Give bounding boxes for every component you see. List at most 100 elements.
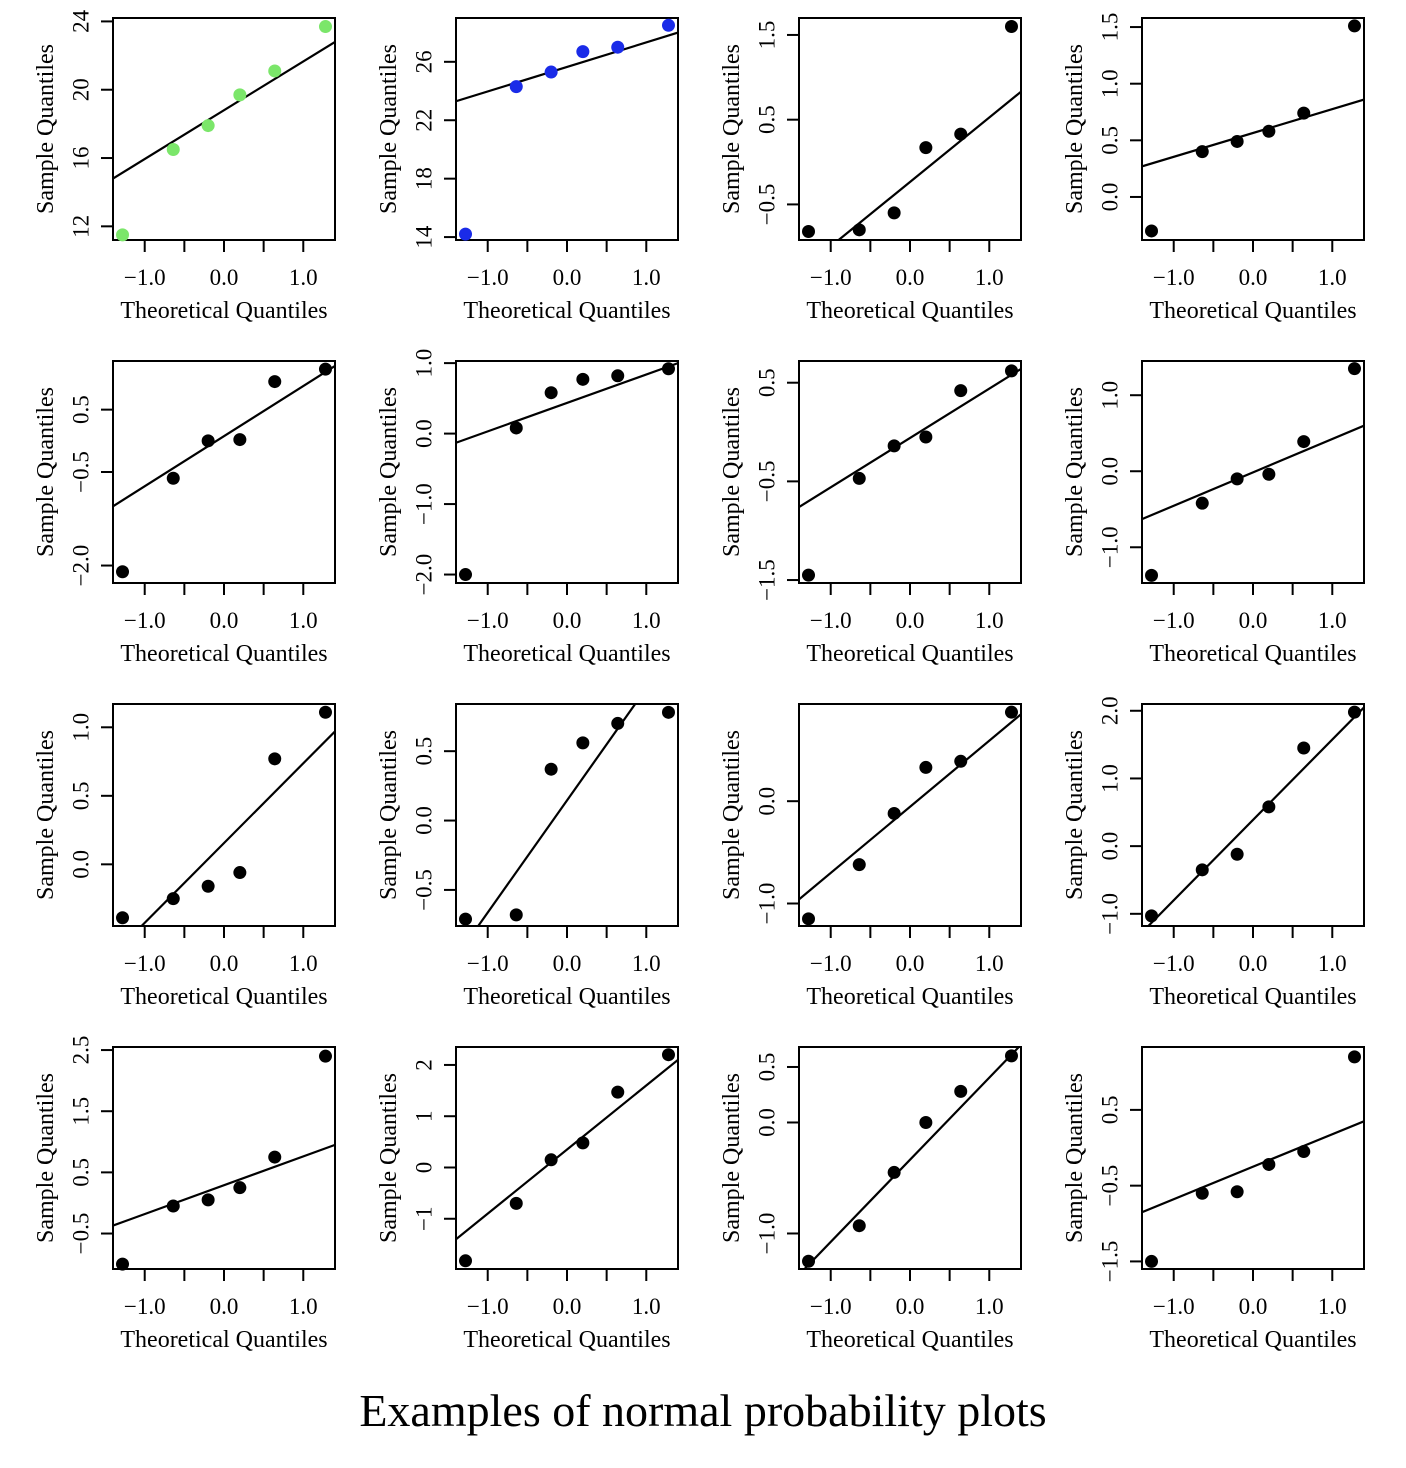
plot-frame — [798, 17, 1022, 241]
y-tick-label: −1.0 — [1098, 893, 1123, 935]
data-point — [1297, 741, 1311, 755]
y-tick-label: 0.5 — [755, 368, 780, 397]
x-tick-label: −1.0 — [810, 265, 852, 290]
data-point — [576, 736, 590, 750]
data-point — [1004, 19, 1018, 33]
qq-reference-line — [113, 365, 335, 508]
data-point — [852, 1219, 866, 1233]
x-tick-label: 1.0 — [289, 951, 318, 976]
data-point — [1195, 496, 1209, 510]
x-tick-label: −1.0 — [810, 951, 852, 976]
x-axis-label: Theoretical Quantiles — [463, 298, 670, 324]
y-tick-label: 0.5 — [755, 105, 780, 134]
y-tick-label: −2.0 — [412, 554, 437, 596]
plot-frame — [798, 703, 1022, 927]
data-point — [268, 375, 282, 389]
data-point — [116, 565, 130, 579]
y-axis-label: Sample Quantiles — [376, 44, 402, 214]
data-point — [1230, 472, 1244, 486]
y-tick-label: 0.0 — [412, 806, 437, 835]
data-point — [1347, 1050, 1361, 1064]
data-point — [576, 45, 590, 59]
qq-reference-line — [1142, 98, 1364, 168]
data-point — [166, 471, 180, 485]
y-tick-label: 0.5 — [69, 1158, 94, 1187]
x-tick-label: −1.0 — [810, 608, 852, 633]
x-tick-label: 1.0 — [632, 1294, 661, 1319]
data-point — [887, 806, 901, 820]
y-axis-label: Sample Quantiles — [1062, 730, 1088, 900]
y-tick-label: 0.0 — [412, 419, 437, 448]
x-axis-label: Theoretical Quantiles — [806, 984, 1013, 1010]
data-point — [954, 384, 968, 398]
data-point — [1262, 467, 1276, 481]
data-point — [116, 1257, 130, 1271]
x-axis-label: Theoretical Quantiles — [806, 641, 1013, 667]
data-point — [611, 1085, 625, 1099]
data-point — [802, 225, 816, 239]
x-tick-label: 0.0 — [896, 608, 925, 633]
y-tick-label: −1.0 — [1098, 526, 1123, 568]
data-point — [919, 141, 933, 155]
y-tick-label: 12 — [69, 215, 94, 238]
qq-panel-13: −1.0 0.0 1.0 Theoretical Quantiles −0.5 0.5 1.… — [33, 1036, 336, 1353]
plot-frame — [455, 360, 679, 584]
y-tick-label: 0.0 — [1098, 832, 1123, 861]
data-point — [1195, 145, 1209, 159]
x-tick-label: 0.0 — [553, 951, 582, 976]
x-tick-label: −1.0 — [1153, 1294, 1195, 1319]
data-point — [1262, 124, 1276, 138]
data-point — [887, 206, 901, 220]
data-point — [318, 705, 332, 719]
data-point — [459, 1254, 473, 1268]
y-tick-label: 1.0 — [1098, 764, 1123, 793]
y-tick-label: 20 — [69, 78, 94, 101]
y-tick-label: 0.0 — [69, 850, 94, 879]
y-tick-label: 0.5 — [1098, 1096, 1123, 1125]
x-tick-label: −1.0 — [467, 265, 509, 290]
x-axis-label: Theoretical Quantiles — [1149, 298, 1356, 324]
data-point — [268, 64, 282, 78]
x-tick-label: 0.0 — [553, 1294, 582, 1319]
data-point — [233, 1181, 247, 1195]
x-tick-label: 1.0 — [289, 608, 318, 633]
plot-frame — [1141, 1046, 1365, 1270]
y-tick-label: 24 — [69, 9, 94, 32]
data-point — [509, 80, 523, 94]
data-point — [1230, 847, 1244, 861]
x-tick-label: 1.0 — [1318, 265, 1347, 290]
y-axis-label: Sample Quantiles — [376, 730, 402, 900]
y-tick-label: −1.0 — [755, 1213, 780, 1255]
figure-caption: Examples of normal probability plots — [359, 1385, 1047, 1436]
x-tick-label: −1.0 — [124, 1294, 166, 1319]
x-tick-label: −1.0 — [810, 1294, 852, 1319]
x-axis-label: Theoretical Quantiles — [1149, 984, 1356, 1010]
data-point — [544, 386, 558, 400]
data-point — [1230, 1185, 1244, 1199]
data-point — [1347, 362, 1361, 376]
y-tick-label: 0.0 — [1098, 457, 1123, 486]
y-tick-label: 0.5 — [1098, 126, 1123, 155]
y-tick-label: −0.5 — [412, 869, 437, 911]
y-axis-label: Sample Quantiles — [33, 1073, 59, 1243]
data-point — [268, 1150, 282, 1164]
data-point — [1195, 1186, 1209, 1200]
y-tick-label: −1.0 — [412, 483, 437, 525]
data-point — [233, 433, 247, 447]
y-tick-label: 26 — [412, 50, 437, 73]
y-tick-label: 18 — [412, 167, 437, 190]
x-tick-label: 1.0 — [975, 265, 1004, 290]
data-point — [1004, 705, 1018, 719]
x-tick-label: 0.0 — [1239, 951, 1268, 976]
y-tick-label: −0.5 — [69, 451, 94, 493]
plot-frame — [455, 17, 679, 241]
y-tick-label: 0.0 — [755, 1108, 780, 1137]
plot-frame — [1141, 17, 1365, 241]
data-point — [611, 369, 625, 383]
x-tick-label: 1.0 — [632, 951, 661, 976]
data-point — [802, 568, 816, 582]
qq-panel-14: −1.0 0.0 1.0 Theoretical Quantiles −1 0 1 2 Samp… — [376, 1046, 679, 1353]
qq-panel-5: −1.0 0.0 1.0 Theoretical Quantiles −2.0 −0.5 0… — [33, 360, 336, 667]
y-tick-label: −0.5 — [755, 461, 780, 503]
